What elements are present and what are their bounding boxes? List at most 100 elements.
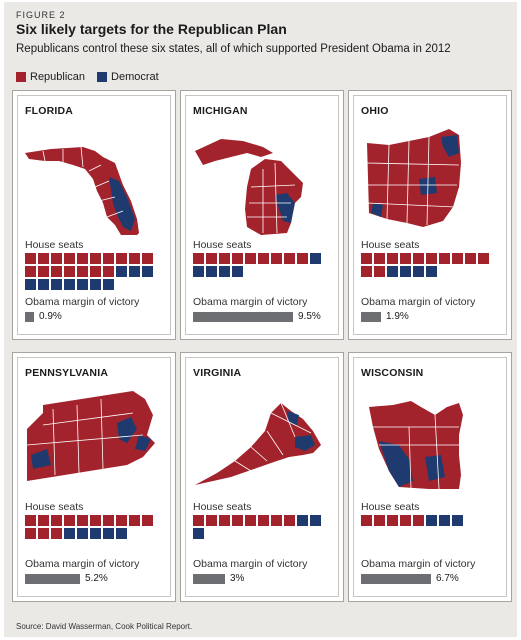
house-seats-grid — [361, 515, 501, 528]
chart-subtitle: Republicans control these six states, al… — [16, 43, 451, 55]
house-seats-grid — [25, 515, 165, 541]
seat-republican — [400, 253, 411, 264]
obama-margin-value: 5.2% — [85, 573, 108, 584]
seat-democrat — [103, 528, 114, 539]
seat-democrat — [90, 279, 101, 290]
state-panel-wisconsin: WISCONSIN House seats Obama margin of vict… — [348, 352, 512, 602]
map-district-lines — [42, 146, 124, 218]
seat-democrat — [310, 253, 321, 264]
map-republican-districts — [25, 147, 139, 235]
seat-republican — [51, 528, 62, 539]
house-seats-grid — [25, 253, 165, 292]
obama-margin-label: Obama margin of victory — [361, 558, 476, 570]
seat-democrat — [25, 279, 36, 290]
map-district-lines — [373, 414, 459, 490]
seat-democrat — [77, 528, 88, 539]
obama-margin-row: 1.9% — [361, 311, 409, 322]
seat-republican — [232, 515, 243, 526]
panel-border — [185, 357, 339, 597]
house-seats-label: House seats — [193, 239, 252, 251]
seat-republican — [439, 253, 450, 264]
seat-democrat — [426, 515, 437, 526]
house-seats-label: House seats — [361, 239, 420, 251]
seat-republican — [452, 253, 463, 264]
house-seats-grid — [361, 253, 501, 279]
obama-margin-label: Obama margin of victory — [193, 296, 308, 308]
seat-democrat — [129, 266, 140, 277]
map-republican-districts — [367, 129, 461, 227]
state-panel-virginia: VIRGINIA House seats Obama margin of victo… — [180, 352, 344, 602]
legend-item-democrat: Democrat — [97, 71, 159, 83]
seat-republican — [116, 515, 127, 526]
seat-republican — [90, 253, 101, 264]
seat-democrat — [413, 266, 424, 277]
obama-margin-row: 6.7% — [361, 573, 459, 584]
obama-margin-bar — [25, 311, 34, 322]
figure-frame: FIGURE 2 Six likely targets for the Repu… — [4, 2, 517, 637]
panel-border — [185, 95, 339, 335]
seat-republican — [129, 253, 140, 264]
obama-margin-bar — [361, 573, 431, 584]
obama-margin-bar — [25, 573, 80, 584]
seat-republican — [219, 515, 230, 526]
obama-margin-label: Obama margin of victory — [25, 296, 140, 308]
seat-democrat — [297, 515, 308, 526]
seat-democrat — [193, 266, 204, 277]
seat-republican — [361, 266, 372, 277]
map-democrat-districts — [287, 411, 315, 451]
seat-republican — [219, 253, 230, 264]
seat-democrat — [103, 279, 114, 290]
obama-margin-bar — [361, 311, 381, 322]
legend-swatch-democrat — [97, 72, 108, 82]
map-democrat-districts — [371, 135, 459, 217]
seat-democrat — [142, 266, 153, 277]
seat-democrat — [400, 266, 411, 277]
district-map-florida — [25, 146, 139, 235]
district-map-michigan — [195, 139, 303, 235]
district-map-ohio — [366, 129, 461, 227]
chart-title: Six likely targets for the Republican Pl… — [16, 21, 287, 37]
seat-republican — [413, 515, 424, 526]
obama-margin-label: Obama margin of victory — [25, 558, 140, 570]
obama-margin-value: 0.9% — [39, 311, 62, 322]
seat-republican — [258, 515, 269, 526]
seat-republican — [77, 515, 88, 526]
seat-democrat — [310, 515, 321, 526]
state-name: MICHIGAN — [193, 105, 248, 117]
seat-republican — [142, 515, 153, 526]
seat-republican — [271, 515, 282, 526]
seat-democrat — [232, 266, 243, 277]
seat-republican — [284, 515, 295, 526]
obama-margin-bar — [193, 311, 293, 322]
seat-republican — [90, 266, 101, 277]
map-district-lines — [366, 136, 460, 226]
state-panel-michigan: MICHIGAN House seats Obama margin of victo… — [180, 90, 344, 340]
house-seats-grid — [193, 253, 333, 279]
state-panel-ohio: OHIO House seats Obama margin of victory 1.… — [348, 90, 512, 340]
seat-republican — [232, 253, 243, 264]
map-district-lines — [234, 402, 312, 472]
seat-republican — [374, 253, 385, 264]
seat-republican — [374, 266, 385, 277]
obama-margin-label: Obama margin of victory — [193, 558, 308, 570]
legend: Republican Democrat — [16, 71, 171, 83]
seat-democrat — [116, 528, 127, 539]
seat-democrat — [426, 266, 437, 277]
legend-swatch-republican — [16, 72, 26, 82]
map-district-lines — [26, 398, 144, 476]
legend-label-republican: Republican — [30, 71, 86, 83]
state-name: PENNSYLVANIA — [25, 367, 109, 379]
seat-republican — [103, 253, 114, 264]
seat-democrat — [116, 266, 127, 277]
map-democrat-districts — [109, 177, 135, 231]
seat-republican — [51, 253, 62, 264]
seat-republican — [258, 253, 269, 264]
legend-item-republican: Republican — [16, 71, 85, 83]
seat-republican — [38, 253, 49, 264]
seat-republican — [361, 515, 372, 526]
seat-republican — [38, 266, 49, 277]
house-seats-grid — [193, 515, 333, 541]
seat-republican — [77, 266, 88, 277]
seat-democrat — [77, 279, 88, 290]
seat-republican — [400, 515, 411, 526]
